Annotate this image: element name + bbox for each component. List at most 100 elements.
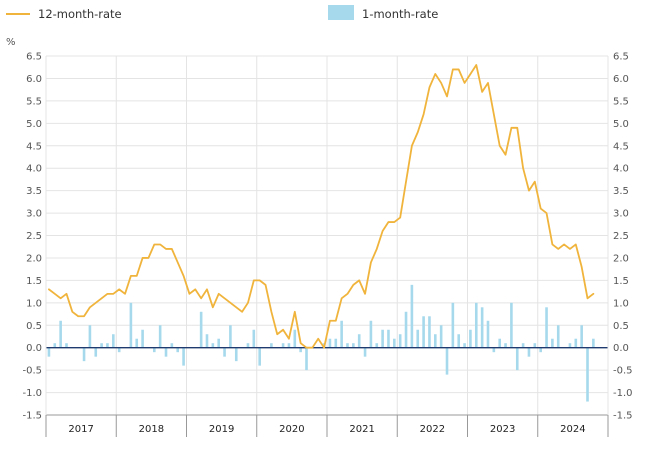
bar-1-month-rate (153, 347, 156, 353)
y-tick-label-left: -1.5 (22, 411, 42, 422)
bar-1-month-rate (410, 284, 414, 348)
bar-1-month-rate (334, 338, 338, 348)
x-tick-label-year: 2023 (490, 424, 515, 435)
x-tick-label-year: 2020 (279, 424, 304, 435)
y-tick-label-right: 2.5 (613, 231, 629, 242)
y-tick-label-left: 6.5 (26, 52, 42, 63)
y-tick-label-right: 3.0 (613, 209, 629, 220)
bar-1-month-rate (515, 347, 519, 371)
y-tick-label-left: 5.5 (26, 96, 42, 107)
bar-1-month-rate (527, 347, 531, 357)
bar-1-month-rate (521, 343, 525, 348)
bar-1-month-rate (474, 302, 478, 348)
axes: -1.5 -1.5 -1.0 -1.0 -0.5 -0.5 0.0 0.0 0.5 0.5 1.0 1… (22, 52, 633, 437)
x-tick-label-year: 2017 (68, 424, 93, 435)
bar-1-month-rate (258, 347, 261, 366)
bar-1-month-rate (176, 347, 180, 353)
bar-1-month-rate (246, 343, 250, 348)
bar-1-month-rate (106, 343, 109, 348)
bar-1-month-rate (363, 347, 367, 357)
y-tick-label-right: -1.0 (613, 388, 633, 399)
y-tick-label-left: 4.5 (26, 141, 42, 152)
y-tick-label-left: 0.5 (26, 321, 42, 332)
bar-1-month-rate (551, 338, 554, 348)
bar-1-month-rate (556, 325, 560, 348)
bar-1-month-rate (141, 329, 144, 348)
bar-1-month-rate (545, 307, 548, 348)
y-tick-label-left: 4.0 (26, 164, 42, 175)
bar-1-month-rate (586, 347, 589, 402)
y-tick-label-left: 2.5 (26, 231, 42, 242)
legend-bar-swatch (328, 5, 354, 20)
y-tick-label-right: 4.0 (613, 164, 629, 175)
bar-1-month-rate (88, 325, 92, 348)
bar-1-month-rate (100, 343, 103, 348)
bar-1-month-rate (229, 325, 232, 348)
bar-1-month-rate (346, 343, 349, 348)
bars-1-month-rate (47, 284, 595, 402)
bar-1-month-rate (428, 316, 431, 348)
x-tick-label-year: 2018 (139, 424, 164, 435)
bar-1-month-rate (510, 302, 513, 348)
bar-1-month-rate (281, 343, 285, 348)
bar-1-month-rate (82, 347, 86, 362)
bar-1-month-rate (112, 334, 115, 348)
bar-1-month-rate (369, 320, 373, 348)
bar-1-month-rate (533, 343, 537, 348)
legend-label-12-month-rate: 12-month-rate (38, 7, 122, 21)
bar-1-month-rate (451, 302, 455, 348)
bar-1-month-rate (252, 329, 256, 348)
bar-1-month-rate (480, 307, 484, 348)
y-tick-label-left: 0.0 (26, 343, 42, 354)
bar-1-month-rate (223, 347, 226, 357)
x-tick-label-year: 2024 (560, 424, 585, 435)
bar-1-month-rate (439, 325, 443, 348)
bar-1-month-rate (340, 320, 343, 348)
bar-1-month-rate (164, 347, 168, 357)
x-tick-label-year: 2019 (209, 424, 234, 435)
y-tick-label-left: 1.0 (26, 298, 42, 309)
bar-1-month-rate (217, 338, 220, 348)
y-tick-label-right: 4.5 (613, 141, 629, 152)
bar-1-month-rate (65, 343, 68, 348)
bar-1-month-rate (375, 343, 379, 348)
bar-1-month-rate (135, 338, 139, 348)
bar-1-month-rate (498, 338, 501, 348)
bar-1-month-rate (539, 347, 542, 353)
bar-1-month-rate (434, 334, 437, 348)
y-tick-label-right: 0.5 (613, 321, 629, 332)
x-tick-label-year: 2022 (420, 424, 445, 435)
bar-1-month-rate (305, 347, 308, 371)
bar-1-month-rate (53, 343, 57, 348)
bar-1-month-rate (199, 311, 203, 348)
bar-1-month-rate (299, 347, 302, 353)
y-tick-label-right: 5.5 (613, 96, 629, 107)
y-tick-label-right: 6.5 (613, 52, 629, 63)
bar-1-month-rate (457, 334, 461, 348)
bar-1-month-rate (94, 347, 98, 357)
bar-1-month-rate (387, 329, 390, 348)
bar-1-month-rate (393, 338, 396, 348)
y-tick-label-left: 1.5 (26, 276, 42, 287)
x-tick-label-year: 2021 (349, 424, 374, 435)
bar-1-month-rate (486, 320, 490, 348)
bar-1-month-rate (574, 338, 578, 348)
bar-1-month-rate (580, 325, 583, 348)
y-tick-label-right: 6.0 (613, 74, 629, 85)
legend: 12-month-rate 1-month-rate (6, 5, 438, 21)
bar-1-month-rate (568, 343, 572, 348)
bar-1-month-rate (158, 325, 162, 348)
y-tick-label-left: 5.0 (26, 119, 42, 130)
y-tick-label-right: 3.5 (613, 186, 629, 197)
line-12-month-rate (48, 64, 595, 349)
bar-1-month-rate (270, 343, 273, 348)
y-tick-label-left: -1.0 (22, 388, 42, 399)
bar-1-month-rate (416, 329, 420, 348)
bar-1-month-rate (59, 320, 62, 348)
bar-1-month-rate (492, 347, 496, 353)
bar-1-month-rate (381, 329, 384, 348)
bar-1-month-rate (293, 329, 297, 348)
bar-1-month-rate (422, 316, 425, 348)
bar-1-month-rate (211, 343, 215, 348)
